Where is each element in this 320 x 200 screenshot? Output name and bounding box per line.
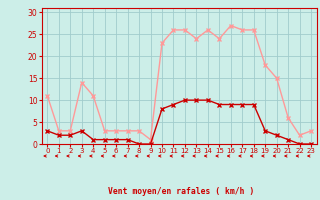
Text: Vent moyen/en rafales ( km/h ): Vent moyen/en rafales ( km/h ) [108,187,254,196]
